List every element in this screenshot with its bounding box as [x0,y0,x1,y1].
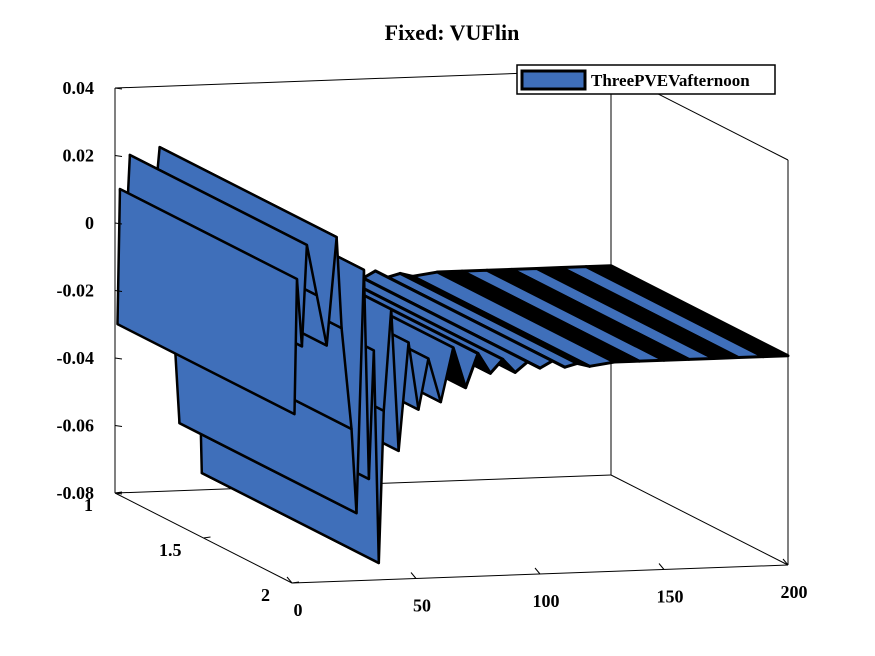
z-tick-mark [114,222,123,225]
z-tick-label: -0.04 [57,348,95,368]
z-tick-mark [114,155,123,157]
y-tick-mark [203,536,211,539]
z-tick-label: 0.02 [63,146,95,166]
x-tick-label: 200 [781,582,808,602]
legend-swatch [520,69,587,91]
x-tick-mark [286,576,293,584]
z-tick-label: -0.08 [57,483,95,503]
y-tick-label: 1 [84,495,93,515]
box-edge [610,474,789,566]
y-tick-mark [291,581,300,584]
surface-strip [116,187,299,416]
chart-title: Fixed: VUFlin [385,20,520,45]
x-tick-label: 50 [413,596,431,616]
surface-marks [116,145,790,565]
x-tick-mark [534,567,541,575]
z-tick-label: 0 [85,213,94,233]
x-tick-label: 0 [294,600,303,620]
y-tick-label: 1.5 [159,540,182,560]
z-tick-mark [114,87,123,90]
x-tick-mark [782,558,789,566]
x-tick-mark [658,563,665,570]
x-tick-label: 100 [533,591,560,611]
z-tick-mark [114,290,123,292]
y-tick-label: 2 [261,585,270,605]
z-tick-mark [114,357,123,360]
y-tick-mark [114,491,123,494]
legend: ThreePVEVafternoon [516,64,776,95]
z-tick-mark [114,425,123,427]
axis-ticks: 0.04 0.02 0 -0.02 -0.04 -0.06 -0.08 0 50 100 150 20… [57,78,808,620]
z-tick-label: -0.06 [57,416,95,436]
x-tick-label: 150 [657,587,684,607]
legend-label: ThreePVEVafternoon [591,71,750,90]
z-tick-label: 0.04 [63,78,95,98]
z-tick-label: -0.02 [57,281,95,301]
x-tick-mark [410,572,417,579]
